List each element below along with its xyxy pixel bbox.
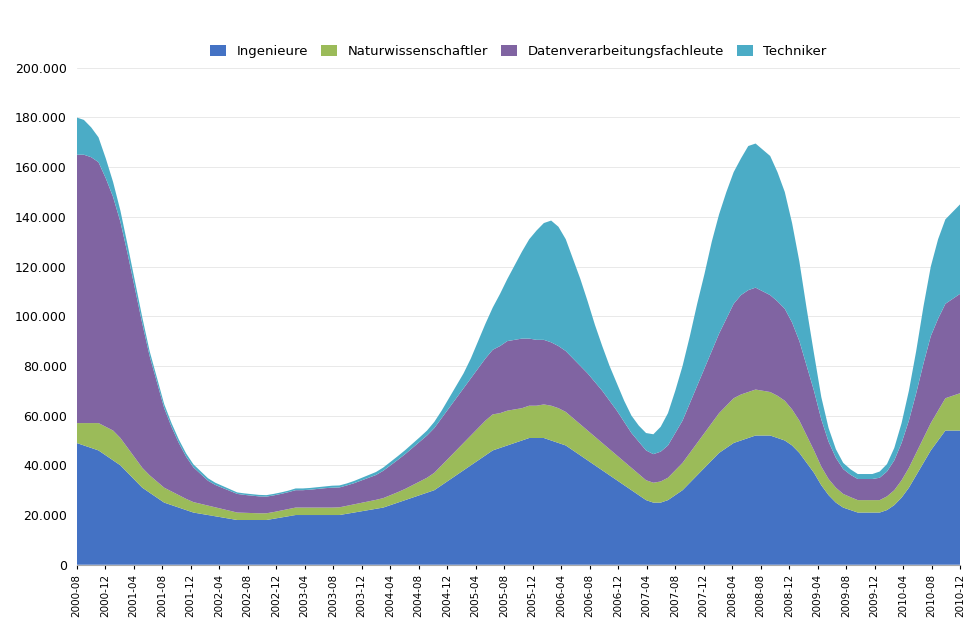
Legend: Ingenieure, Naturwissenschaftler, Datenverarbeitungsfachleute, Techniker: Ingenieure, Naturwissenschaftler, Datenv… [205,40,832,63]
